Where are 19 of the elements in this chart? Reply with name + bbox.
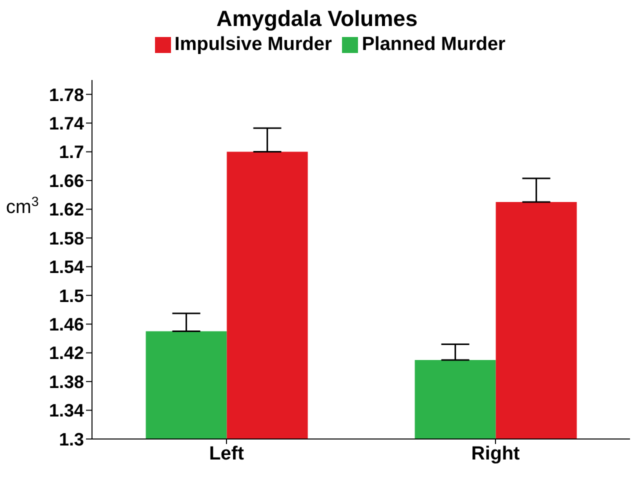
y-tick-label: 1.3 [58,429,84,450]
y-tick-label: 1.58 [48,228,84,248]
legend-label: Planned Murder [362,34,506,55]
y-tick-label: 1.7 [58,142,84,162]
chart-title: Amygdala Volumes [215,6,419,32]
y-tick-label: 1.42 [48,343,84,364]
x-tick-label: Right [471,443,520,464]
y-tick-label: 1.74 [48,113,84,134]
y-tick-label: 1.78 [48,84,84,105]
y-axis-title: cm$^{3}$ [6,193,39,218]
y-tick-label: 1.5 [58,286,84,306]
legend-label: Impulsive Murder [174,34,332,55]
x-tick-label: Left [209,443,245,464]
y-tick-label: 1.38 [48,372,84,392]
y-tick-label: 1.66 [48,170,84,191]
y-tick-label: 1.54 [48,257,84,278]
y-tick-label: 1.62 [48,200,84,220]
y-tick-label: 1.34 [48,400,84,421]
y-tick-label: 1.46 [48,314,84,335]
